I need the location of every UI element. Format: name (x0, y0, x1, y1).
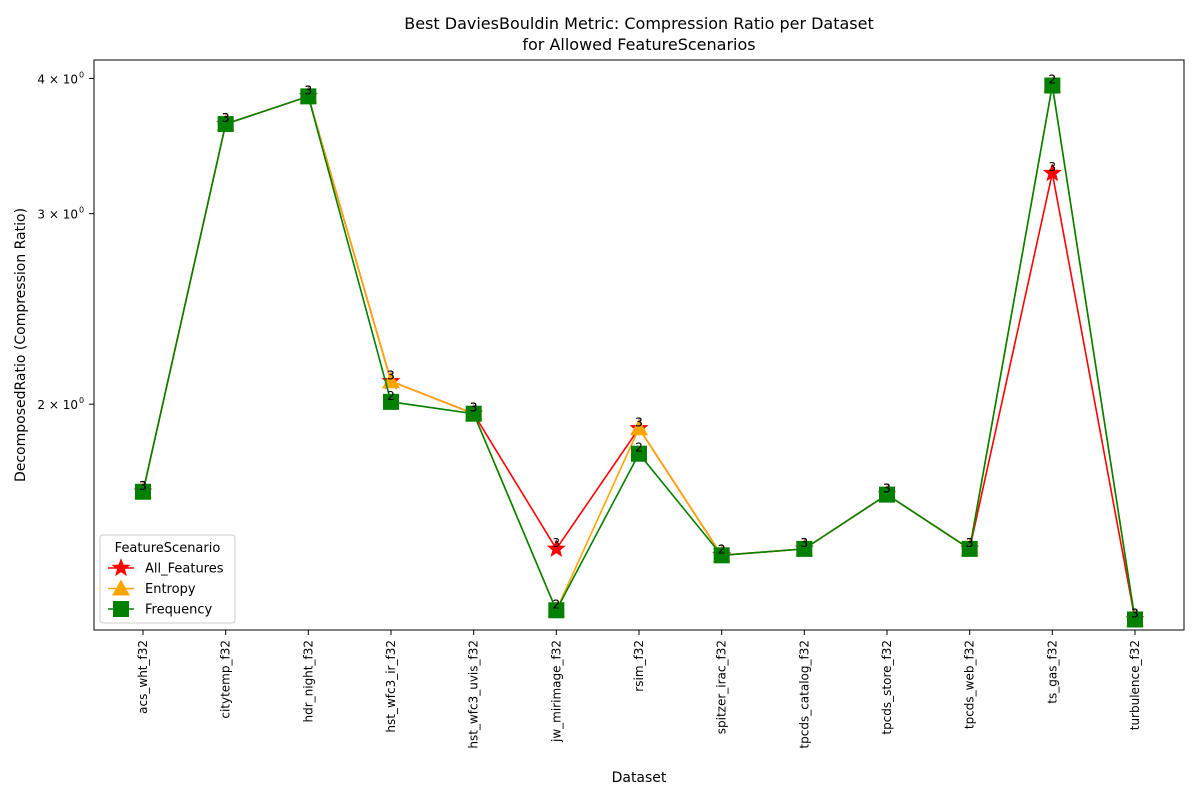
data-label: 3 (139, 479, 147, 493)
data-label: 3 (801, 536, 809, 550)
y-tick-exponent: 0 (79, 396, 84, 405)
data-point-frequency (796, 540, 813, 557)
y-tick-label: 2 × 10 (37, 398, 78, 412)
data-label: 2 (553, 597, 561, 611)
x-tick-label: citytemp_f32 (219, 640, 233, 719)
data-label: 3 (387, 368, 395, 382)
legend-box (99, 534, 236, 624)
data-point-frequency (217, 116, 234, 133)
data-label: 3 (635, 415, 643, 429)
data-label: 3 (801, 536, 809, 550)
data-label: 3 (635, 415, 643, 429)
data-point-frequency (1127, 611, 1143, 628)
data-label: 3 (305, 83, 313, 97)
data-label: 3 (883, 482, 891, 496)
legend-label-entropy: Entropy (145, 582, 196, 597)
data-label: 3 (553, 536, 561, 550)
data-label: 2 (718, 542, 726, 556)
data-label: 2 (1049, 73, 1057, 87)
data-label: 3 (1131, 606, 1139, 620)
y-tick-exponent: 0 (79, 70, 84, 79)
data-label: 3 (883, 482, 891, 496)
legend-marker-frequency (113, 601, 129, 617)
legend-label-frequency: Frequency (145, 603, 212, 618)
data-label: 3 (966, 536, 974, 550)
data-point-frequency (465, 405, 482, 422)
data-label: 3 (801, 536, 809, 550)
data-label: 3 (1131, 606, 1139, 620)
data-label: 3 (305, 83, 313, 97)
data-label: 3 (470, 401, 478, 415)
data-point-frequency (713, 547, 730, 564)
plot-frame (93, 59, 1185, 631)
x-tick-label: jw_mirimage_f32 (549, 640, 563, 743)
data-label: 3 (966, 536, 974, 550)
data-label: 2 (387, 389, 395, 403)
data-label: 2 (553, 597, 561, 611)
x-tick-label: tpcds_catalog_f32 (797, 640, 811, 749)
x-tick-label: rsim_f32 (632, 640, 646, 692)
legend-label-all-features: All_Features (145, 562, 224, 577)
data-point-frequency (879, 486, 895, 503)
data-label: 2 (1049, 73, 1057, 87)
data-point-all-features (546, 538, 566, 557)
x-tick-label: acs_wht_f32 (136, 640, 150, 714)
legend-marker-all-features (111, 558, 131, 577)
x-tick-label: ts_gas_f32 (1045, 640, 1059, 704)
x-tick-label: turbulence_f32 (1128, 640, 1142, 730)
data-point-frequency (961, 540, 978, 557)
data-point-frequency (135, 483, 151, 500)
data-label: 3 (139, 479, 147, 493)
data-label: 3 (883, 482, 891, 496)
chart-title: Best DaviesBouldin Metric: Compression R… (404, 14, 874, 33)
data-label: 3 (305, 83, 313, 97)
x-tick-label: hdr_night_f32 (301, 640, 315, 723)
data-point-all-features (1042, 163, 1062, 182)
data-point-frequency (1044, 77, 1061, 94)
data-label: 3 (387, 368, 395, 382)
data-label: 2 (718, 542, 726, 556)
data-point-entropy (630, 419, 648, 436)
y-tick-label: 3 × 10 (37, 208, 78, 222)
data-label: 3 (222, 111, 230, 125)
x-tick-label: spitzer_irac_f32 (715, 640, 729, 734)
x-tick-label: hst_wfc3_uvis_f32 (467, 640, 481, 749)
data-label: 2 (635, 441, 643, 455)
legend-marker-entropy (112, 579, 130, 596)
data-label: 3 (966, 536, 974, 550)
x-axis-label: Dataset (612, 770, 667, 786)
chart-subtitle: for Allowed FeatureScenarios (522, 35, 755, 54)
data-point-frequency (548, 602, 565, 619)
data-label: 3 (222, 111, 230, 125)
data-label: 3 (1049, 160, 1057, 174)
data-label: 3 (1131, 606, 1139, 620)
data-point-frequency (383, 393, 399, 410)
data-label: 3 (222, 111, 230, 125)
data-label: 2 (718, 542, 726, 556)
y-tick-label: 4 × 10 (37, 72, 78, 86)
x-tick-label: tpcds_store_f32 (880, 640, 894, 735)
data-point-frequency (631, 445, 647, 462)
x-tick-label: hst_wfc3_ir_f32 (384, 640, 398, 733)
x-tick-label: tpcds_web_f32 (963, 640, 977, 729)
data-label: 3 (139, 479, 147, 493)
data-label: 3 (470, 401, 478, 415)
legend-title: FeatureScenario (115, 541, 221, 556)
y-tick-exponent: 0 (79, 206, 84, 215)
y-axis-label: DecomposedRatio (Compression Ratio) (13, 208, 29, 482)
data-point-frequency (300, 88, 317, 105)
data-label: 3 (470, 401, 478, 415)
